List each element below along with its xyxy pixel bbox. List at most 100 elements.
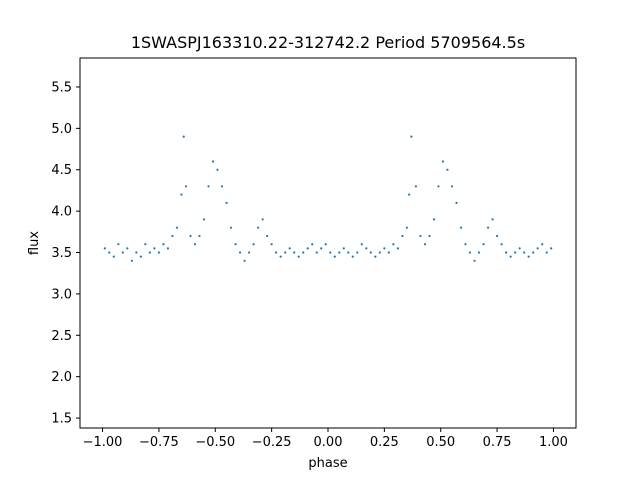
data-point — [464, 243, 467, 246]
data-point — [437, 185, 440, 188]
data-point — [392, 243, 395, 246]
data-point — [121, 251, 124, 254]
data-point — [410, 135, 413, 138]
x-tick-label: −0.75 — [139, 435, 179, 450]
data-point — [441, 160, 445, 163]
data-point — [329, 251, 332, 254]
plot-frame — [79, 57, 577, 429]
data-point — [338, 251, 341, 254]
data-point — [171, 234, 174, 238]
data-point — [356, 251, 359, 254]
y-tick-label: 2.0 — [51, 370, 72, 385]
data-point — [482, 243, 485, 246]
data-point — [378, 251, 381, 254]
data-point — [473, 259, 476, 262]
y-tick-label: 2.5 — [51, 329, 72, 344]
data-point — [216, 168, 219, 171]
data-point — [108, 251, 111, 254]
data-point — [126, 247, 129, 250]
data-point — [419, 234, 422, 238]
data-point — [189, 234, 192, 238]
data-point — [450, 185, 454, 188]
data-point — [347, 251, 350, 254]
y-tick-label: 4.0 — [51, 205, 72, 220]
data-point — [153, 247, 156, 250]
data-point — [468, 251, 472, 254]
data-point — [486, 226, 490, 229]
data-point — [279, 255, 282, 258]
y-tick-label: 5.0 — [51, 122, 72, 137]
data-point — [532, 251, 535, 254]
data-point — [545, 251, 548, 254]
data-point — [266, 234, 269, 238]
data-point — [536, 247, 539, 250]
x-axis-ticks: −1.00 −0.75 −0.50 −0.25 0.00 0.25 0.50 0.75 1.00 — [83, 428, 568, 450]
data-point — [211, 160, 215, 163]
y-axis-ticks: 1.5 2.0 2.5 3.0 3.5 4.0 4.5 5.0 5.5 — [51, 80, 80, 427]
data-point — [297, 255, 300, 258]
x-tick-label: 0.25 — [370, 435, 399, 450]
data-point — [238, 251, 242, 254]
data-point — [324, 243, 327, 246]
x-axis-label: phase — [308, 456, 347, 471]
data-point — [550, 247, 553, 250]
data-point — [198, 234, 201, 238]
data-point — [257, 226, 260, 229]
data-point — [311, 243, 314, 246]
data-point — [491, 218, 494, 221]
data-point — [405, 226, 409, 229]
data-point — [229, 226, 233, 229]
y-tick-label: 4.5 — [51, 163, 72, 178]
data-point — [428, 234, 431, 238]
data-point — [414, 185, 418, 188]
data-point — [423, 243, 427, 246]
data-point — [514, 251, 517, 254]
x-tick-label: 0.00 — [314, 435, 343, 450]
y-tick-label: 3.5 — [51, 246, 72, 261]
data-point — [396, 247, 399, 250]
data-point — [351, 255, 354, 258]
data-point — [455, 201, 458, 204]
data-point — [408, 193, 411, 196]
x-tick-label: −0.50 — [195, 435, 235, 450]
data-point — [261, 218, 264, 221]
data-point — [495, 234, 499, 238]
data-point — [523, 251, 526, 254]
data-point — [527, 255, 530, 258]
data-point — [193, 243, 197, 246]
data-point — [505, 251, 508, 254]
data-point — [117, 243, 120, 246]
x-tick-label: −1.00 — [83, 435, 123, 450]
data-point — [144, 243, 147, 246]
data-point — [306, 247, 309, 250]
data-point — [342, 247, 345, 250]
data-point — [383, 247, 386, 250]
data-point — [130, 259, 133, 262]
data-point — [252, 243, 255, 246]
chart-title: 1SWASPJ163310.22-312742.2 Period 5709564… — [131, 33, 525, 52]
data-point — [302, 251, 305, 254]
x-tick-label: 0.50 — [426, 435, 455, 450]
data-point — [157, 251, 161, 254]
data-point — [401, 234, 404, 238]
data-point — [234, 243, 237, 246]
data-point — [446, 168, 449, 171]
data-point — [247, 251, 251, 254]
data-point — [207, 185, 210, 188]
data-points — [103, 135, 553, 262]
y-axis-label: flux — [27, 231, 42, 255]
data-point — [202, 218, 206, 221]
data-point — [518, 247, 521, 250]
data-point — [293, 251, 296, 254]
data-point — [509, 255, 512, 258]
data-point — [275, 251, 278, 254]
data-point — [320, 247, 323, 250]
data-point — [284, 251, 287, 254]
x-tick-label: 1.00 — [539, 435, 568, 450]
data-point — [180, 193, 183, 196]
data-point — [139, 255, 142, 258]
y-tick-label: 5.5 — [51, 80, 72, 95]
x-tick-label: 0.75 — [483, 435, 512, 450]
data-point — [166, 247, 170, 250]
